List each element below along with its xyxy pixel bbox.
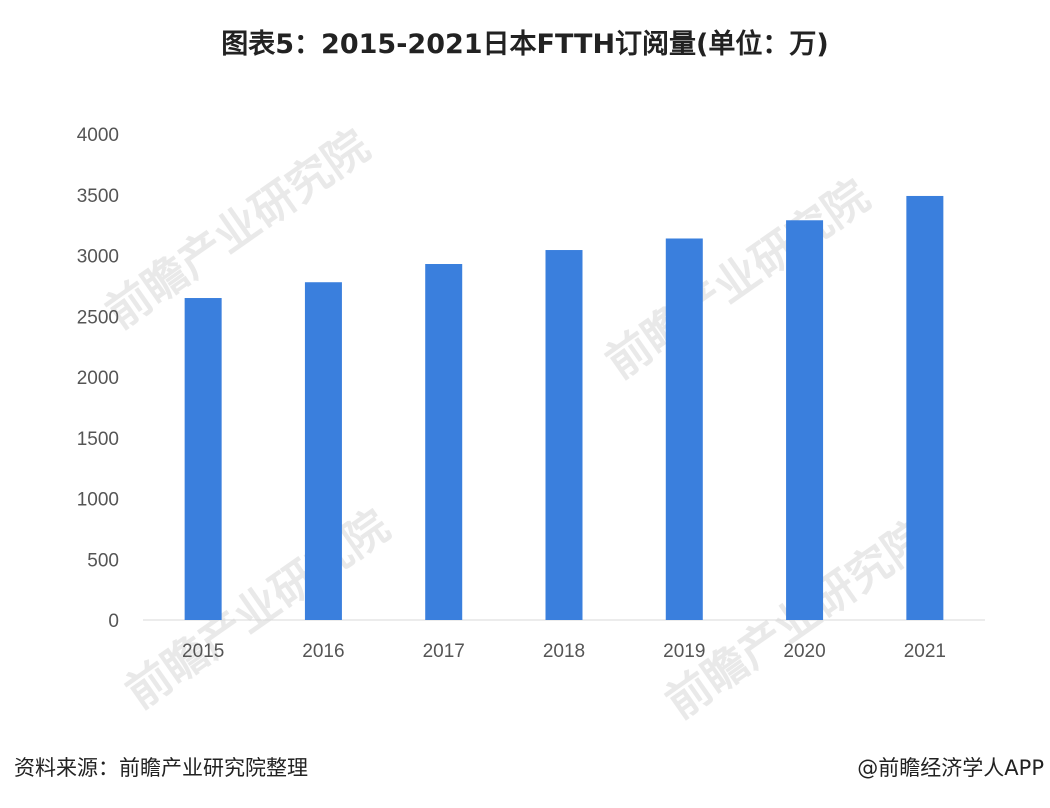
bar-2016 <box>304 282 342 620</box>
watermark-text: 前瞻产业研究院 <box>597 171 879 389</box>
y-tick-label: 3000 <box>77 247 119 268</box>
y-tick-label: 1500 <box>77 429 119 450</box>
x-tick-label: 2021 <box>904 641 946 662</box>
x-tick-label: 2017 <box>423 641 465 662</box>
y-tick-label: 1000 <box>77 490 119 511</box>
y-tick-label: 500 <box>87 550 119 571</box>
y-tick-label: 0 <box>108 611 119 632</box>
x-tick-label: 2015 <box>182 641 224 662</box>
bar-2017 <box>425 264 463 620</box>
x-tick-label: 2020 <box>783 641 825 662</box>
y-tick-label: 2500 <box>77 307 119 328</box>
source-note: 资料来源：前瞻产业研究院整理 <box>14 756 308 780</box>
x-tick-label: 2016 <box>302 641 344 662</box>
watermark-text: 前瞻产业研究院 <box>117 501 399 719</box>
bar-2018 <box>545 250 583 620</box>
bar-2021 <box>906 195 944 620</box>
y-tick-label: 2000 <box>77 368 119 389</box>
bar-2019 <box>665 238 703 621</box>
bar-2015 <box>184 298 222 620</box>
y-tick-label: 4000 <box>77 125 119 146</box>
bars <box>184 195 944 621</box>
x-tick-label: 2019 <box>663 641 705 662</box>
bar-2020 <box>786 220 824 620</box>
credit-note: @前瞻经济学人APP <box>857 756 1044 780</box>
y-axis: 0 500 1000 1500 2000 2500 3000 3500 4000 <box>77 125 119 632</box>
y-tick-label: 3500 <box>77 186 119 207</box>
x-axis: 2015 2016 2017 2018 2019 2020 2021 <box>182 641 946 662</box>
x-tick-label: 2018 <box>543 641 585 662</box>
chart-title: 图表5：2015-2021日本FTTH订阅量(单位：万) <box>221 29 829 60</box>
